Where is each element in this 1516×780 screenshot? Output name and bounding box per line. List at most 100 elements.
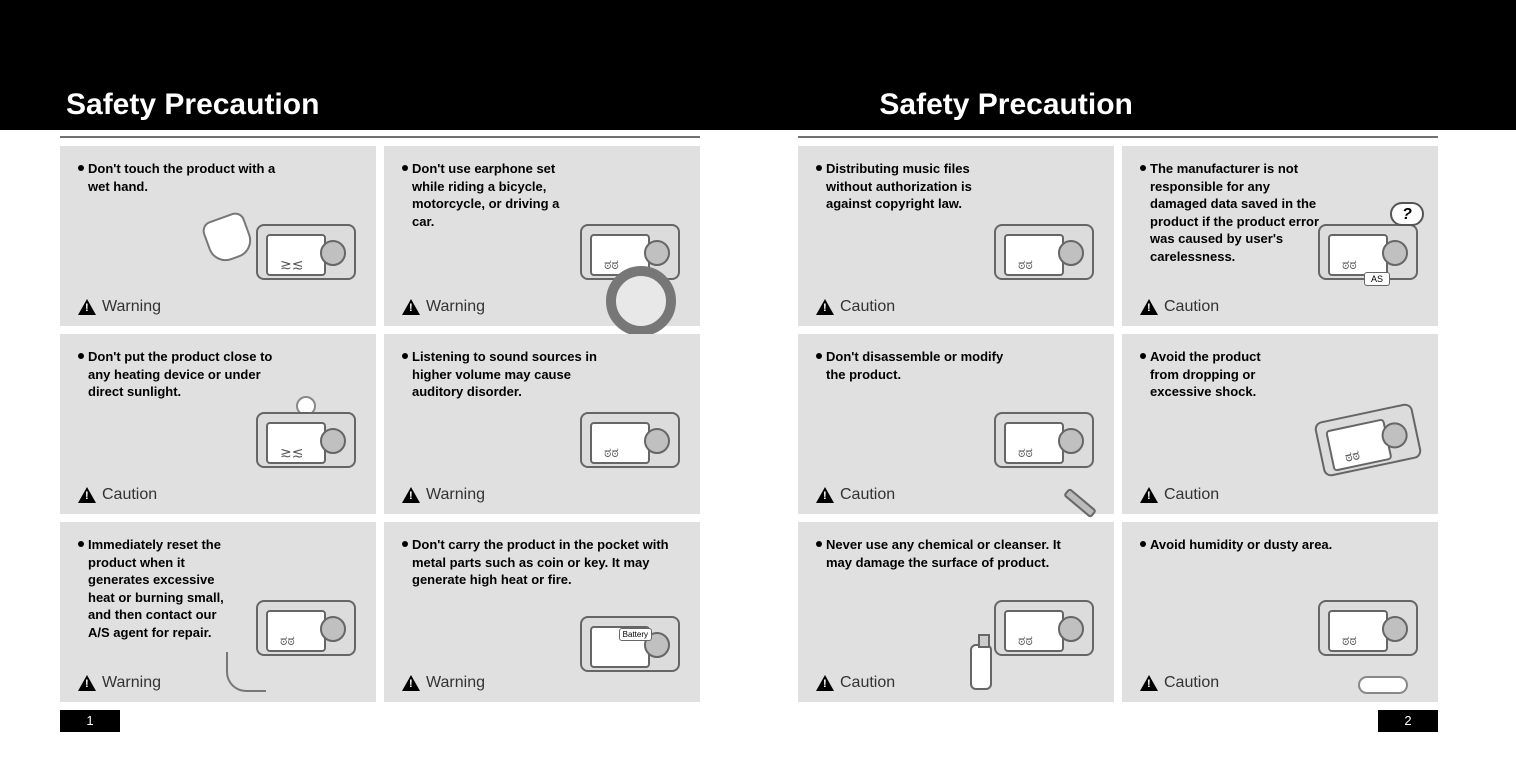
device-icon: ≳≲ [256,224,356,280]
panel-data-loss: The manufacturer is not responsible for … [1122,146,1438,326]
pages-container: Don't touch the product with a wet hand.… [0,130,1516,742]
spray-bottle-icon [970,644,992,690]
label-row: Caution [816,298,895,316]
label-row: Warning [402,486,485,504]
illustration: ಠಠ [1288,582,1428,692]
header-bar: Safety Precaution Safety Precaution [0,0,1516,130]
label-row: Caution [816,486,895,504]
panel-text: Don't disassemble or modify the product. [816,348,1015,383]
label-row: Caution [816,674,895,692]
panel-text: Distributing music files without authori… [816,160,986,213]
as-label: AS [1364,272,1390,286]
illustration: ಠಠ [226,582,366,692]
label-row: Warning [402,674,485,692]
panel-text: Don't use earphone set while riding a bi… [402,160,561,230]
illustration: ಠಠ [964,206,1104,316]
panel-high-volume: Listening to sound sources in higher vol… [384,334,700,514]
battery-label: Battery [619,628,652,641]
panel-text: Never use any chemical or cleanser. It m… [816,536,1072,571]
footer: 2 [798,702,1438,742]
panel-copyright: Distributing music files without authori… [798,146,1114,326]
page-title-left: Safety Precaution [66,88,319,122]
device-icon: ≳≲ [256,412,356,468]
panel-text: Avoid the product from dropping or exces… [1140,348,1282,401]
panel-text: Listening to sound sources in higher vol… [402,348,601,401]
label-row: Caution [1140,486,1219,504]
warning-triangle-icon [816,299,834,315]
device-icon: ಠಠ [994,600,1094,656]
warning-triangle-icon [1140,299,1158,315]
illustration: ಠಠ ? AS [1288,206,1428,316]
severity-label: Caution [840,674,895,692]
device-icon [580,616,680,672]
illustration: ಠಠ [550,206,690,316]
label-row: Caution [1140,674,1219,692]
illustration: ≳≲ [226,206,366,316]
footer: 1 [60,702,700,742]
warning-triangle-icon [402,487,420,503]
hand-icon [200,210,256,266]
illustration: ಠಠ [550,394,690,504]
panel-disassemble: Don't disassemble or modify the product.… [798,334,1114,514]
panel-drop-shock: Avoid the product from dropping or exces… [1122,334,1438,514]
panel-text: Don't touch the product with a wet hand. [78,160,277,195]
warning-triangle-icon [78,487,96,503]
device-icon: ಠಠ [256,600,356,656]
page-number-right: 2 [1378,710,1438,732]
warning-triangle-icon [402,675,420,691]
device-icon: ಠಠ [994,412,1094,468]
page-number-left: 1 [60,710,120,732]
panel-text: Avoid humidity or dusty area. [1140,536,1339,554]
panel-text: Immediately reset the product when it ge… [78,536,234,641]
severity-label: Warning [426,298,485,316]
severity-label: Caution [1164,486,1219,504]
panel-earphone-driving: Don't use earphone set while riding a bi… [384,146,700,326]
warning-triangle-icon [816,487,834,503]
panel-text: Don't carry the product in the pocket wi… [402,536,672,589]
warning-triangle-icon [816,675,834,691]
device-icon: ಠಠ [1313,402,1422,478]
page-title-right: Safety Precaution [879,88,1132,122]
severity-label: Warning [426,486,485,504]
panel-heat-sunlight: Don't put the product close to any heati… [60,334,376,514]
label-row: Caution [1140,298,1219,316]
severity-label: Caution [1164,674,1219,692]
rule-line [60,136,700,138]
question-bubble-icon: ? [1390,202,1424,226]
severity-label: Warning [426,674,485,692]
panel-excessive-heat: Immediately reset the product when it ge… [60,522,376,702]
illustration: ಠಠ [964,582,1104,692]
dust-puddle-icon [1358,676,1408,694]
severity-label: Caution [102,486,157,504]
panel-humidity-dust: Avoid humidity or dusty area. ಠಠ Caution [1122,522,1438,702]
right-grid: Distributing music files without authori… [798,146,1438,702]
severity-label: Warning [102,674,161,692]
cord-icon [226,652,266,692]
left-grid: Don't touch the product with a wet hand.… [60,146,700,702]
steering-wheel-icon [606,266,676,336]
screwdriver-icon [1063,488,1097,519]
device-icon: ಠಠ [994,224,1094,280]
device-icon: ಠಠ [1318,600,1418,656]
left-page: Don't touch the product with a wet hand.… [60,130,700,742]
illustration: ಠಠ [964,394,1104,504]
illustration: ≳≲ [226,394,366,504]
warning-triangle-icon [1140,487,1158,503]
illustration: Battery [550,582,690,692]
right-page: Distributing music files without authori… [798,130,1438,742]
severity-label: Caution [1164,298,1219,316]
panel-chemical-cleanser: Never use any chemical or cleanser. It m… [798,522,1114,702]
warning-triangle-icon [78,675,96,691]
warning-triangle-icon [402,299,420,315]
panel-pocket-metal: Don't carry the product in the pocket wi… [384,522,700,702]
label-row: Warning [402,298,485,316]
device-icon: ಠಠ [580,412,680,468]
label-row: Caution [78,486,157,504]
panel-wet-hand: Don't touch the product with a wet hand.… [60,146,376,326]
rule-line [798,136,1438,138]
warning-triangle-icon [1140,675,1158,691]
label-row: Warning [78,674,161,692]
severity-label: Warning [102,298,161,316]
warning-triangle-icon [78,299,96,315]
severity-label: Caution [840,298,895,316]
